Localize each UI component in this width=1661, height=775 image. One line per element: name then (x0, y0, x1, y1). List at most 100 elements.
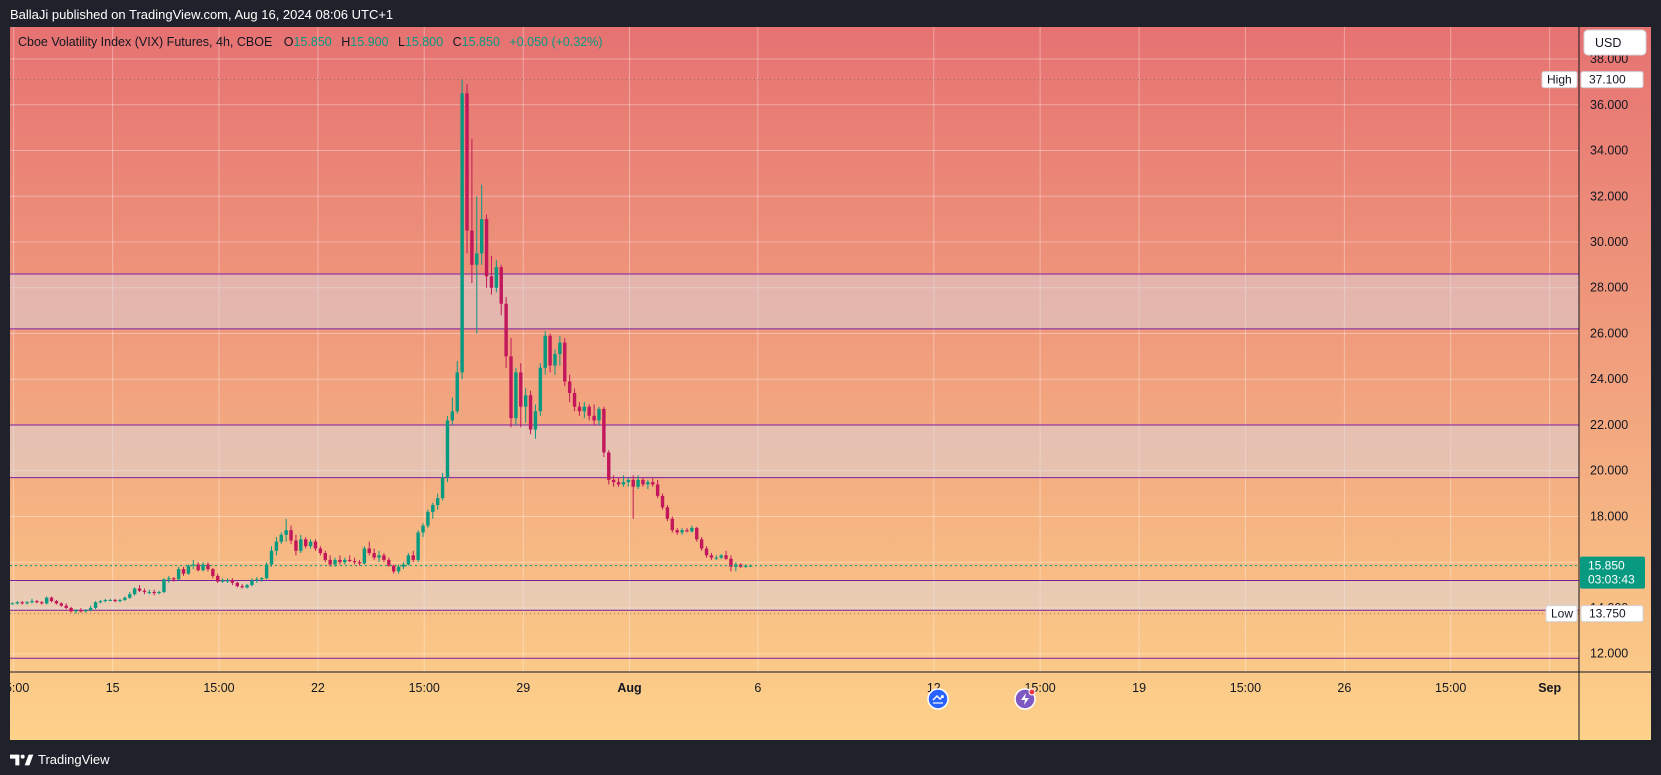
time-tick-label: 15:00 (1435, 681, 1466, 695)
legend-l-value: 15.800 (405, 35, 443, 49)
legend-c-value: 15.850 (462, 35, 500, 49)
candle-body (191, 564, 196, 566)
legend-l-label: L (398, 35, 405, 49)
candle-body (421, 525, 425, 533)
candle-body (519, 372, 523, 407)
price-tick-label: 18.000 (1590, 509, 1628, 523)
candle-body (729, 558, 733, 567)
candle-body (484, 219, 489, 277)
candle-body (465, 93, 469, 231)
candle-body (15, 602, 20, 604)
candle-body (20, 602, 24, 604)
candle-body (347, 559, 352, 562)
candle-body (186, 565, 191, 574)
candle-body (299, 539, 303, 551)
candle-body (470, 230, 474, 265)
candle-body (494, 267, 499, 288)
candle-body (132, 588, 137, 595)
time-tick-label: 15:00 (203, 681, 234, 695)
candle-body (201, 564, 205, 571)
high-marker: High 37.100 (1541, 71, 1644, 89)
candle-body (631, 479, 635, 487)
candle-body (621, 482, 626, 485)
candle-body (563, 342, 567, 382)
footer: TradingView (0, 745, 1661, 775)
candle-body (499, 267, 503, 304)
candle-body (357, 562, 362, 564)
candle-body (695, 527, 699, 540)
candle-body (714, 557, 719, 559)
candle-body (162, 579, 166, 592)
price-tick-label: 28.000 (1590, 281, 1628, 295)
candle-body (709, 555, 714, 558)
time-tick-label: Aug (617, 681, 641, 695)
candle-body (137, 588, 142, 591)
candle-body (597, 408, 601, 421)
candle-body (577, 406, 582, 412)
chart-background (10, 27, 1651, 740)
candle-body (93, 602, 98, 608)
candle-body (411, 555, 415, 560)
candle-body (25, 602, 29, 604)
candle-body (323, 553, 327, 560)
legend-c-label: C (453, 35, 462, 49)
candle-body (670, 518, 675, 531)
chart-container[interactable]: 12.00014.00016.00018.00020.00022.00024.0… (0, 27, 1651, 740)
candle-body (206, 564, 210, 570)
candle-body (225, 580, 230, 582)
candle-body (54, 601, 59, 604)
candle-body (387, 559, 391, 566)
candle-body (548, 335, 552, 366)
time-tick-label: 29 (516, 681, 530, 695)
candle-body (426, 511, 430, 526)
candle-body (377, 555, 381, 558)
price-tick-label: 12.000 (1590, 647, 1628, 661)
high-value: 37.100 (1589, 73, 1626, 87)
candle-body (79, 610, 83, 612)
candle-body (274, 541, 279, 551)
zone-fill (10, 274, 1579, 329)
candle-body (626, 479, 631, 483)
candle-body (328, 559, 332, 565)
legend: Cboe Volatility Index (VIX) Futures, 4h,… (18, 35, 603, 49)
candle-body (699, 539, 704, 549)
candle-body (382, 555, 386, 560)
price-tick-label: 26.000 (1590, 326, 1628, 340)
candle-body (35, 601, 39, 603)
zone-fill (10, 424, 1579, 478)
news-flash-icon[interactable] (1014, 688, 1036, 710)
time-tick-label: 26 (1337, 681, 1351, 695)
legend-o-label: O (284, 35, 294, 49)
time-tick-label: 6 (754, 681, 761, 695)
candle-body (523, 395, 528, 407)
currency-button[interactable]: USD (1583, 29, 1647, 56)
candle-body (675, 530, 679, 533)
candle-body (655, 484, 660, 496)
candle-body (64, 605, 68, 608)
candlestick-chart[interactable]: 12.00014.00016.00018.00020.00022.00024.0… (0, 27, 1651, 740)
zone-fill (10, 580, 1579, 611)
candle-body (611, 479, 616, 483)
candle-body (636, 479, 640, 487)
candle-body (396, 566, 401, 572)
candle-body (690, 527, 694, 532)
candle-body (128, 594, 132, 598)
candle-body (172, 578, 176, 580)
low-marker: Low 13.750 (1545, 605, 1644, 623)
currency-label[interactable]: USD (1595, 36, 1621, 50)
candle-body (607, 452, 611, 480)
legend-h-label: H (341, 35, 350, 49)
candle-body (338, 559, 342, 563)
candle-body (352, 561, 357, 563)
candle-body (88, 607, 93, 611)
economic-event-icon[interactable] (927, 688, 949, 710)
candle-body (533, 411, 538, 430)
candle-body (416, 532, 420, 560)
candle-body (113, 599, 117, 602)
candles (10, 79, 753, 614)
candle-body (553, 354, 557, 366)
price-tick-label: 24.000 (1590, 372, 1628, 386)
candle-body (450, 411, 455, 421)
candle-body (445, 420, 450, 478)
candle-body (167, 578, 171, 580)
